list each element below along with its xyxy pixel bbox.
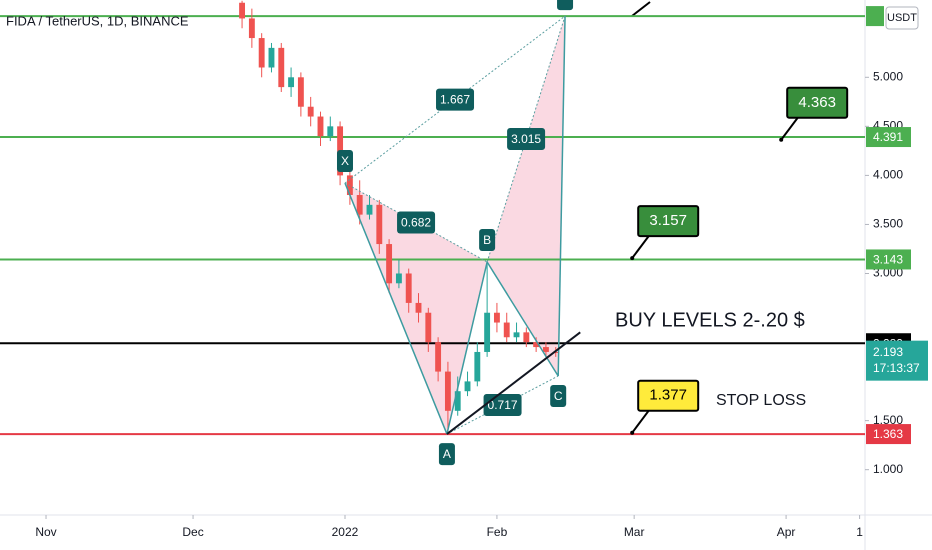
candle-body <box>386 244 393 284</box>
candle-body <box>239 2 246 19</box>
pattern-point-badge <box>550 384 567 407</box>
x-tick-label: Mar <box>624 525 645 539</box>
callout-anchor <box>630 430 635 435</box>
x-tick-label: Apr <box>777 525 796 539</box>
level-label: 4.391 <box>873 130 903 144</box>
x-tick-label: 2022 <box>332 525 359 539</box>
candle-body <box>268 47 275 68</box>
ratio-label: 0.717 <box>488 398 518 412</box>
candle-body <box>307 106 314 117</box>
candle-body <box>366 204 373 215</box>
candle-body <box>405 273 412 303</box>
pattern-leg <box>557 16 566 377</box>
y-tick-label: 1.500 <box>873 413 903 427</box>
level-label: 3.143 <box>873 253 903 267</box>
y-tick-label: 1.000 <box>873 462 903 476</box>
callout-box <box>637 205 700 238</box>
callout-label: 4.363 <box>798 94 836 111</box>
candle-body <box>278 47 285 88</box>
currency-label[interactable]: USDT <box>887 12 917 24</box>
pattern-point-label: A <box>443 447 451 461</box>
x-tick-label: Feb <box>487 525 508 539</box>
candle-body <box>376 204 383 245</box>
last-price-badge <box>866 340 928 381</box>
last-price-label: 2.193 <box>873 345 903 359</box>
pattern-point-badge <box>336 150 353 173</box>
candle-body <box>395 273 402 284</box>
level-badge <box>866 424 911 445</box>
candle-body <box>533 342 540 348</box>
trendline <box>446 331 581 435</box>
pattern-point-badge <box>479 229 496 252</box>
pattern-fill <box>487 16 566 376</box>
callout-box <box>637 379 700 412</box>
currency-badge[interactable] <box>885 6 919 30</box>
ratio-badge <box>397 211 436 234</box>
candle-body <box>552 351 559 353</box>
candle-body <box>513 332 520 338</box>
pattern-leg <box>344 182 448 435</box>
callout-anchor <box>779 137 784 142</box>
y-tick-label: 3.500 <box>873 217 903 231</box>
y-tick-label: 4.000 <box>873 168 903 182</box>
level-label: 1.363 <box>873 427 903 441</box>
cut-callout-pointer <box>631 1 651 17</box>
ratio-label: 3.015 <box>511 132 541 146</box>
candle-body <box>327 126 334 137</box>
candle-body <box>288 77 295 88</box>
callout-label: 3.157 <box>649 212 687 229</box>
candle-body <box>444 371 451 411</box>
callout-label: 1.377 <box>649 387 687 404</box>
candle-body <box>493 312 500 323</box>
callout-pointer <box>631 408 651 434</box>
candle-body <box>474 351 481 382</box>
callout-anchor <box>630 256 635 261</box>
candle-body <box>258 38 265 68</box>
pattern-point-label: X <box>341 154 349 168</box>
candle-body <box>464 381 471 392</box>
candle-body <box>297 77 304 107</box>
pattern-point-badge <box>557 0 574 11</box>
x-tick-label: Nov <box>35 525 56 539</box>
candle-body <box>484 312 491 352</box>
countdown-label: 17:13:37 <box>873 361 920 375</box>
candle-body <box>454 391 461 411</box>
x-tick-label: Dec <box>182 525 203 539</box>
x-tick-label: 1 <box>856 525 863 539</box>
symbol-title: FIDA / TetherUS, 1D, BINANCE <box>6 13 189 28</box>
level-badge <box>866 6 884 27</box>
callout-pointer <box>631 233 651 259</box>
ratio-label: 0.682 <box>401 216 431 230</box>
ratio-badge <box>507 128 546 151</box>
candle-body <box>415 302 422 313</box>
level-badge <box>866 127 911 148</box>
candle-body <box>317 116 324 137</box>
level-badge <box>866 249 911 270</box>
ratio-badge <box>436 88 475 111</box>
candle-body <box>248 18 255 39</box>
callout-pointer <box>780 115 800 141</box>
ratio-label: 1.667 <box>440 93 470 107</box>
pattern-leg <box>446 261 488 435</box>
candle-body <box>503 322 510 338</box>
stop-annotation: STOP LOSS <box>716 392 806 409</box>
pattern-point-label: C <box>554 389 563 403</box>
pattern-point-badge <box>438 443 455 466</box>
candle-body <box>523 332 530 343</box>
buy-annotation: BUY LEVELS 2-.20 $ <box>615 309 805 331</box>
candle-body <box>542 347 549 352</box>
candle-body <box>425 312 432 343</box>
pattern-ratio-line <box>446 375 559 435</box>
callout-box <box>786 86 849 119</box>
y-tick-label: 5.000 <box>873 69 903 83</box>
candle-body <box>435 342 442 372</box>
pattern-point-label: B <box>483 233 491 247</box>
candle-body <box>356 195 363 215</box>
